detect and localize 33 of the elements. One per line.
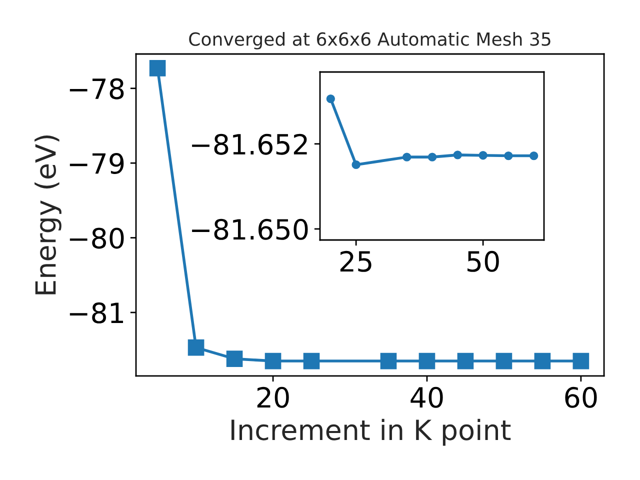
point [226, 350, 243, 367]
point [402, 152, 412, 162]
y-axis-title: Energy (eV) [34, 135, 62, 294]
y-tick-label: −79 [70, 153, 124, 174]
y-tick-label: −78 [70, 78, 124, 100]
point [504, 151, 513, 160]
point [478, 151, 488, 160]
point [326, 94, 336, 104]
point [428, 152, 437, 162]
point [188, 339, 204, 356]
point [534, 352, 551, 370]
point [352, 160, 360, 170]
point [572, 352, 590, 370]
y-tick-label: −81.650 [192, 218, 308, 240]
x-tick-label: 20 [257, 386, 289, 408]
point [453, 150, 462, 160]
x-tick-label: 60 [565, 386, 597, 408]
y-tick-label: −80 [70, 228, 124, 249]
y-tick-label: −81 [70, 302, 124, 324]
point [418, 352, 436, 370]
point [264, 352, 282, 370]
point [496, 352, 512, 370]
point [303, 352, 320, 370]
x-tick-label: 40 [410, 386, 443, 408]
point [530, 151, 538, 160]
point [380, 352, 397, 370]
point [457, 352, 474, 370]
x-tick-label: 50 [468, 250, 499, 272]
x-axis-title: Increment in K point [232, 418, 511, 446]
x-tick-label: 25 [340, 250, 372, 272]
point [149, 60, 166, 76]
y-tick-label: −81.652 [192, 134, 307, 155]
chart-title: Converged at 6x6x6 Automatic Mesh 35 [189, 32, 550, 50]
